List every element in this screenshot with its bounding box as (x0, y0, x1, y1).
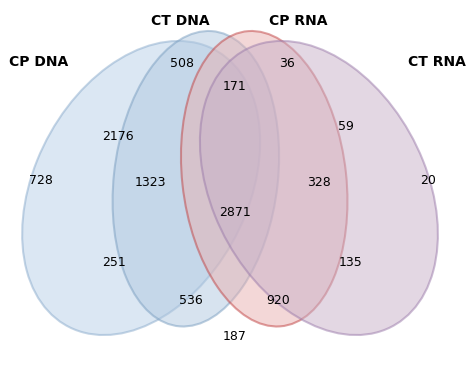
Ellipse shape (200, 41, 438, 335)
Text: 2871: 2871 (219, 206, 250, 218)
Text: 2176: 2176 (102, 130, 134, 143)
Text: 20: 20 (420, 174, 436, 187)
Text: 36: 36 (279, 58, 295, 70)
Text: 508: 508 (170, 58, 194, 70)
Ellipse shape (22, 41, 260, 335)
Text: 59: 59 (338, 120, 354, 133)
Text: CP DNA: CP DNA (9, 55, 68, 69)
Text: 187: 187 (223, 330, 246, 343)
Text: 920: 920 (266, 294, 290, 308)
Text: CT DNA: CT DNA (151, 14, 209, 28)
Text: 135: 135 (339, 256, 363, 268)
Text: 328: 328 (307, 176, 331, 189)
Text: 728: 728 (29, 174, 53, 187)
Text: CT RNA: CT RNA (409, 55, 466, 69)
Ellipse shape (181, 31, 347, 326)
Text: 1323: 1323 (135, 176, 166, 189)
Text: 536: 536 (180, 294, 203, 308)
Text: 251: 251 (102, 256, 126, 268)
Text: 171: 171 (223, 80, 246, 92)
Text: CP RNA: CP RNA (269, 14, 328, 28)
Ellipse shape (113, 31, 279, 326)
